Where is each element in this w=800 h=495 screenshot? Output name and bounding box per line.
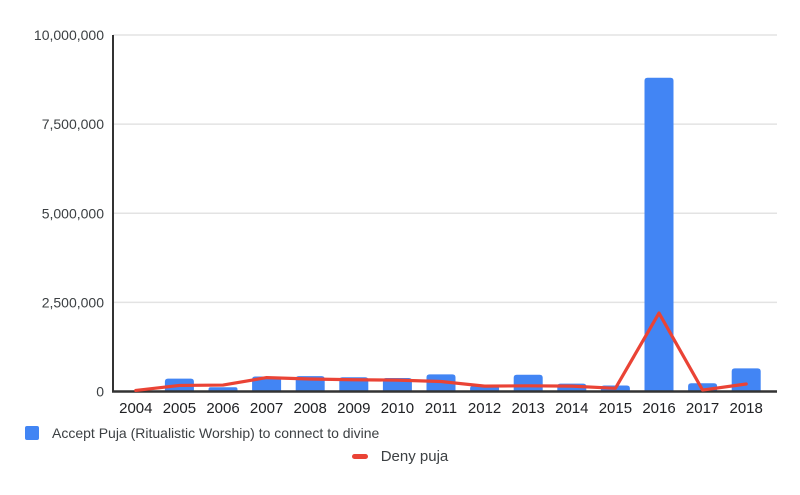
y-axis-tick-label: 2,500,000 [42, 294, 104, 310]
deny-puja-line[interactable] [134, 311, 748, 393]
y-axis-tick-label: 7,500,000 [42, 116, 104, 132]
accept-series-swatch [25, 426, 39, 440]
deny-series-swatch [351, 453, 368, 459]
bar-2018[interactable] [731, 368, 761, 392]
combo-chart: 0 2,500,000 5,000,000 7,500,000 10,000,000 20… [34, 27, 777, 417]
x-axis-tick-label: 2016 [642, 400, 675, 417]
x-axis-tick-label: 2010 [381, 400, 414, 417]
y-axis-tick-label: 10,000,000 [34, 27, 104, 43]
y-axis-tick-label: 0 [96, 384, 104, 400]
x-axis-tick-label: 2014 [555, 400, 588, 417]
x-axis-tick-label: 2013 [512, 400, 545, 417]
y-axis-tick-label: 5,000,000 [42, 205, 104, 221]
x-axis-tick-label: 2008 [294, 400, 327, 417]
x-axis-tick-label: 2015 [599, 400, 632, 417]
x-axis-tick-label: 2004 [119, 400, 152, 417]
x-axis-tick-label: 2017 [686, 400, 719, 417]
legend-item-accept-puja[interactable]: Accept Puja (Ritualistic Worship) to con… [25, 424, 800, 442]
legend-label-deny-puja: Deny puja [380, 447, 449, 465]
bar-2016[interactable] [644, 77, 674, 392]
x-axis-tick-label: 2011 [425, 400, 457, 417]
bar-2013[interactable] [513, 374, 543, 392]
x-axis-tick-label: 2009 [337, 400, 370, 417]
x-axis-tick-label: 2005 [163, 400, 196, 417]
x-axis-tick-label: 2012 [468, 400, 501, 417]
x-axis-tick-label: 2006 [206, 400, 239, 417]
x-axis-tick-label: 2007 [250, 400, 283, 417]
x-axis-tick-label: 2018 [730, 400, 763, 417]
chart-legend: Accept Puja (Ritualistic Worship) to con… [0, 424, 800, 465]
legend-label-accept-puja: Accept Puja (Ritualistic Worship) to con… [52, 425, 380, 441]
legend-item-deny-puja[interactable]: Deny puja [0, 447, 800, 465]
